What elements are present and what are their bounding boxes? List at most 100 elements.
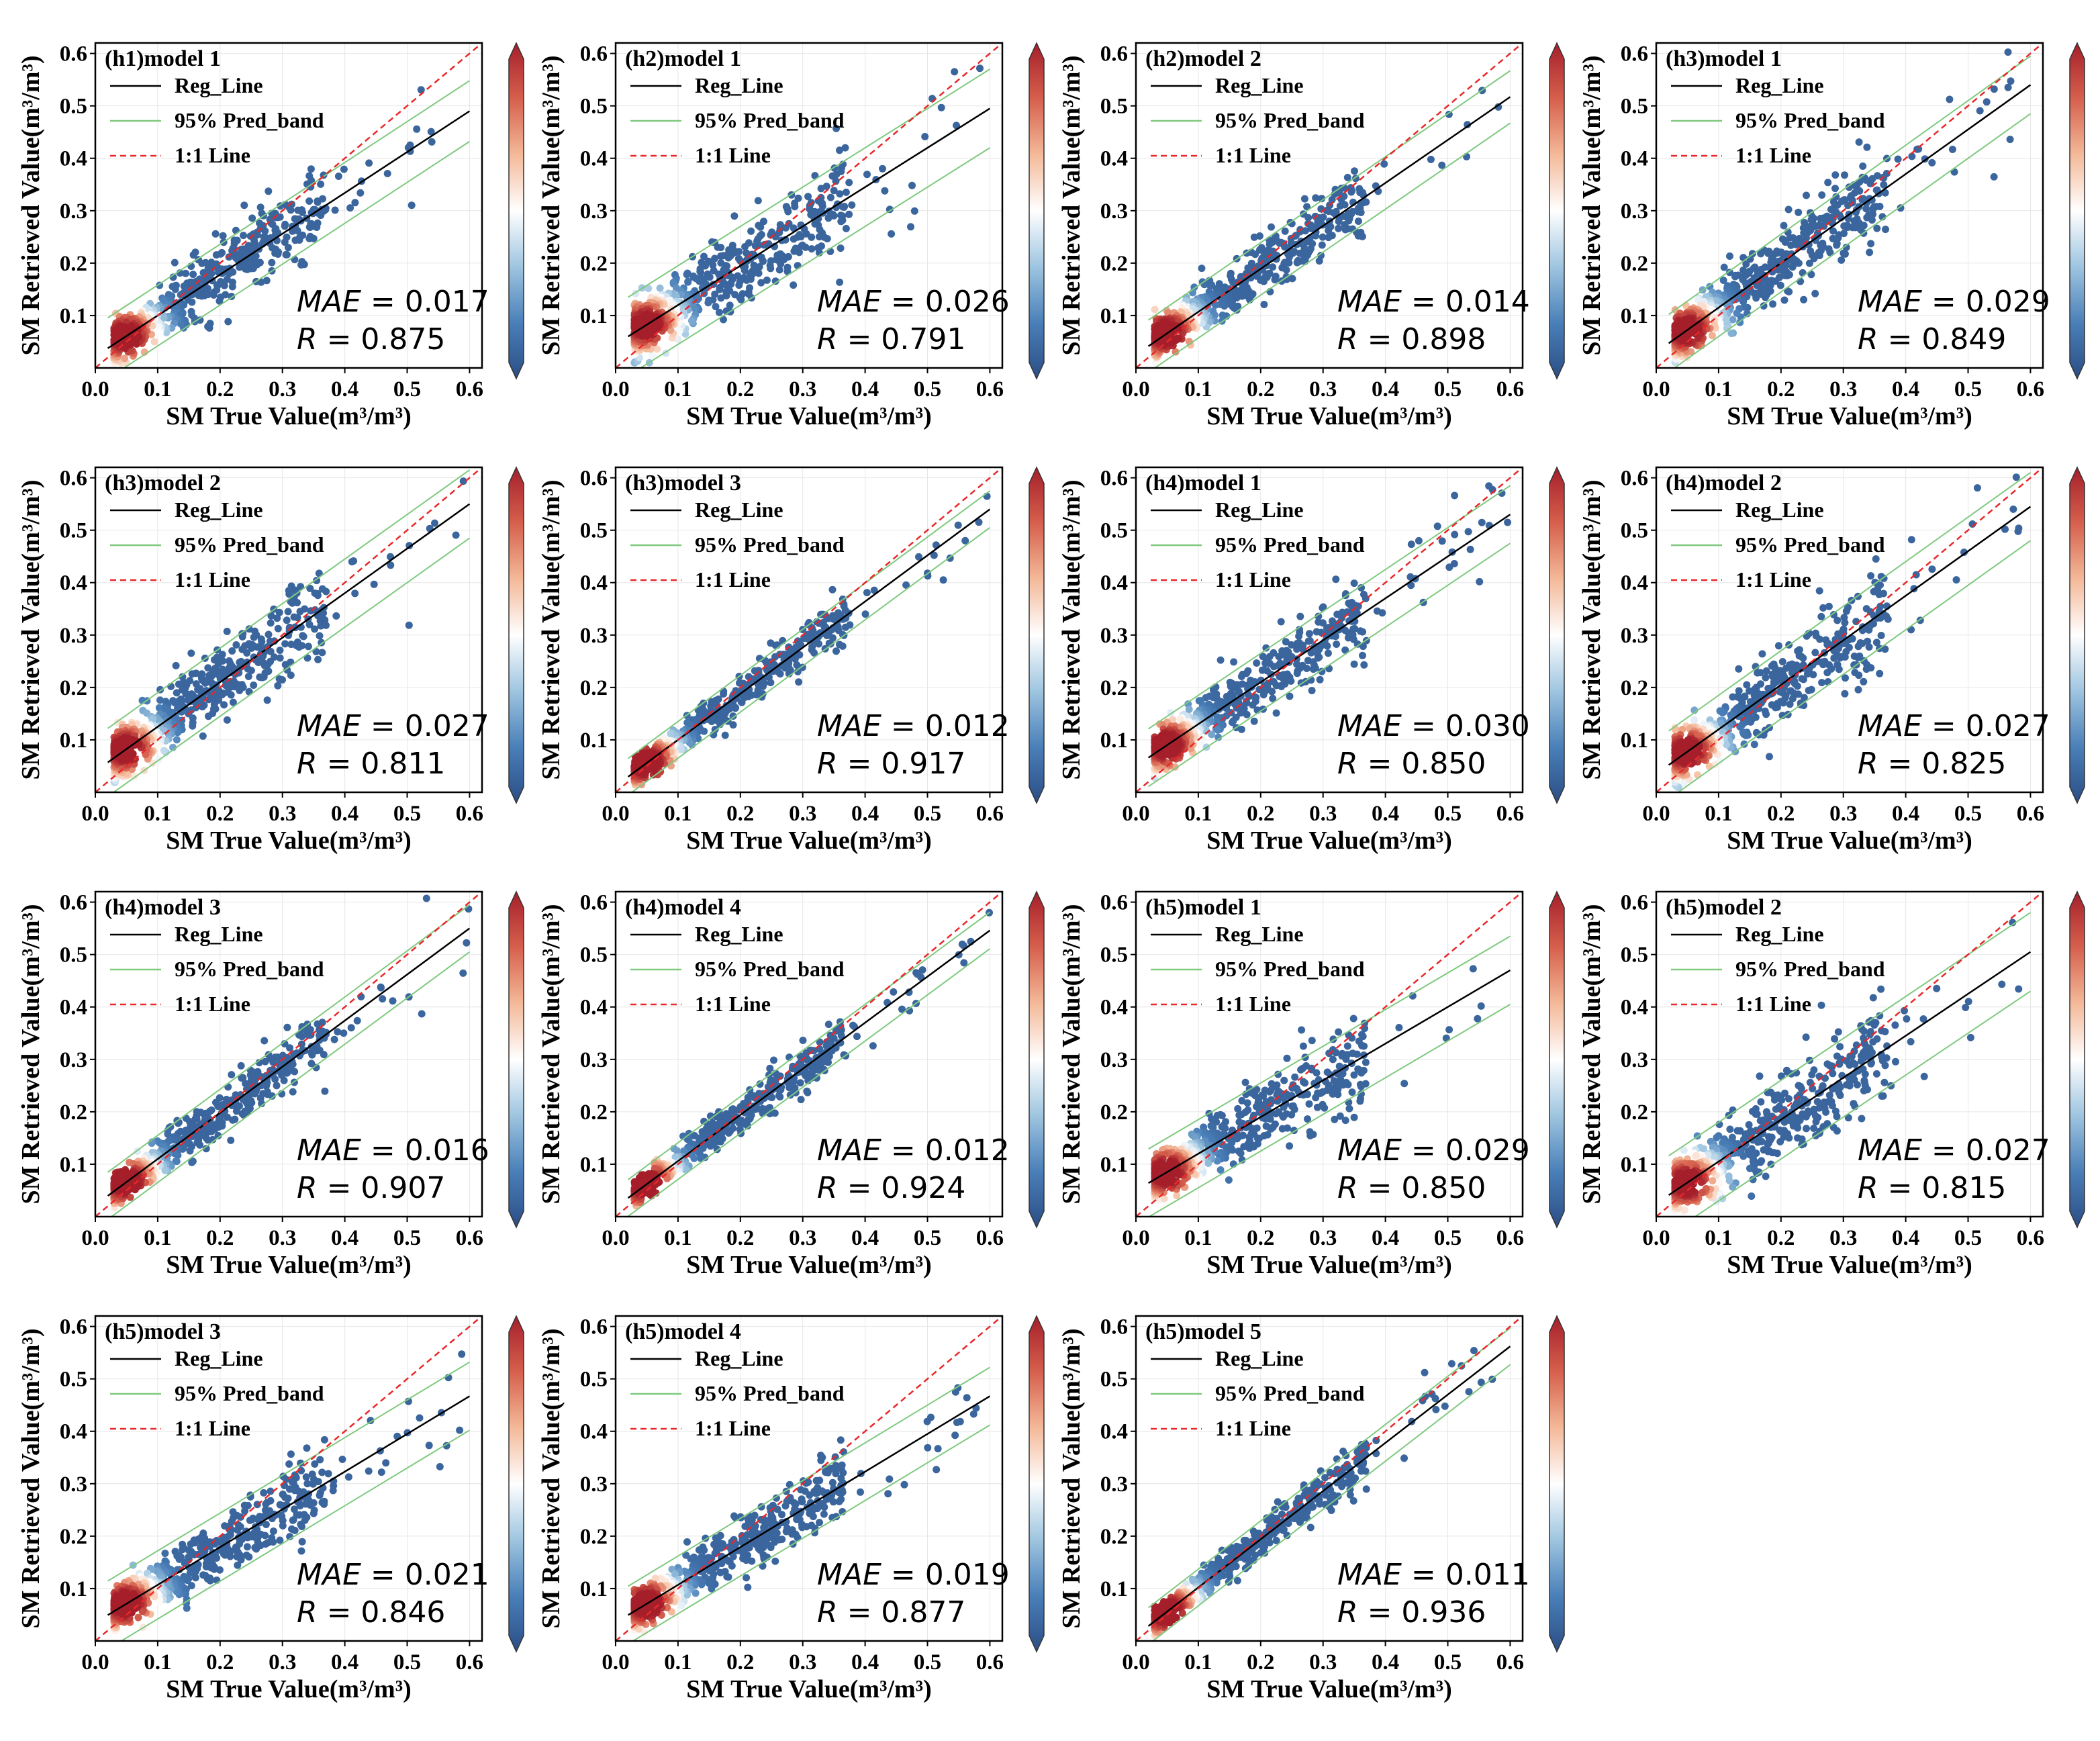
scatter-point [790,247,798,255]
y-tick-label: 0.1 [580,304,608,328]
x-tick-label: 0.5 [1434,802,1462,826]
y-axis-label: SM Retrieved Value(m³/m³) [1057,55,1086,355]
scatter-point [1341,646,1349,654]
scatter-point [715,308,723,316]
legend-one-to-one-label: 1:1 Line [695,143,771,167]
scatter-point [370,580,378,588]
scatter-point [1837,256,1846,264]
axes-frame [614,42,1004,369]
scatter-point [1807,271,1815,279]
scatter-point [711,290,719,298]
x-tick-label: 0.1 [144,802,171,826]
scatter-point [431,519,438,527]
scatter-point [826,193,834,201]
scatter-point [848,201,856,209]
y-tick-label: 0.2 [1100,252,1128,276]
scatter-point [1860,677,1868,686]
scatter-point [351,199,359,207]
scatter-point [729,712,737,720]
scatter-point [346,204,354,212]
scatter-point [316,632,324,640]
scatter-point [1350,579,1358,587]
scatter-point [1243,710,1251,718]
scatter-point [783,267,792,275]
colorbar [1549,42,1565,380]
scatter-point [976,64,984,73]
scatter-point [171,285,179,293]
scatter-point [1237,673,1245,680]
scatter-points [630,64,984,367]
y-tick-label: 0.1 [1100,728,1128,753]
mae-value: 0.030 [1445,709,1530,743]
x-axis-label: SM True Value(m³/m³) [1727,402,1972,430]
scatter-point [717,252,725,260]
y-tick-label: 0.1 [60,304,87,328]
scatter-point [1504,518,1512,526]
x-ticks: 0.0 0.1 0.2 0.3 0.4 0.5 0.6 [81,368,483,402]
r-text: R = 0.850 [1337,747,1486,781]
mae-label: MAE [817,285,881,319]
scatter-point [250,681,258,689]
scatter-point [1928,565,1936,573]
pred-band-lower [630,526,991,792]
scatter-point [1351,167,1358,175]
r-text: R = 0.791 [817,322,965,357]
scatter-point [1300,195,1308,203]
scatter-point [1257,676,1265,684]
y-tick-label: 0.5 [1100,519,1128,543]
scatter-point [836,190,844,198]
scatter-point [318,585,326,593]
fit-lines [95,43,482,368]
scatter-point [1731,273,1739,281]
scatter-point [782,224,790,232]
scatter-point [311,590,319,597]
scatter-point [318,649,326,657]
y-tick-label: 0.6 [1621,42,1648,66]
scatter-point [771,277,779,285]
scatter-point [304,643,312,651]
axes-frame [614,466,1004,794]
scatter-point [961,536,969,545]
scatter-point [1800,295,1808,303]
scatter-point [1842,243,1850,251]
scatter-point [818,202,826,210]
scatter-point [244,673,252,680]
regression-line [107,503,471,763]
mae-equals: = [1402,285,1445,319]
y-tick-label: 0.6 [580,42,608,66]
scatter-point [730,212,738,220]
scatter-point [162,328,171,336]
x-tick-label: 0.2 [206,802,234,826]
scatter-point [1709,332,1716,340]
scatter-point [1293,669,1301,677]
x-tick-label: 0.5 [914,377,941,402]
scatter-point [1445,110,1453,118]
y-tick-label: 0.6 [60,42,87,66]
x-tick-label: 0.3 [1309,377,1337,402]
scatter-point [317,180,325,188]
scatter-point [291,215,299,223]
y-tick-label: 0.5 [60,519,87,543]
scatter-point [1269,694,1277,702]
scatter-point [199,732,207,740]
x-axis-label: SM True Value(m³/m³) [1206,402,1452,430]
scatter-point [656,284,664,292]
chart-panel: 0.0 0.1 0.2 0.3 0.4 0.5 0.60.10.20.30.40.50.6S… [17,42,524,430]
scatter-point [244,665,252,673]
scatter-point [1781,238,1789,246]
legend-pred-band-label: 95% Pred_band [175,532,324,557]
scatter-point [1312,232,1320,240]
scatter-point [228,283,236,291]
scatter-point [182,690,190,698]
scatter-point [767,639,775,647]
legend-pred-band-label: 95% Pred_band [1215,532,1365,557]
scatter-point [1293,660,1301,668]
panel-title: (h3)model 2 [105,471,221,496]
fit-lines [1656,43,2043,368]
scatter-point [690,273,698,281]
scatter-point [709,261,717,269]
scatter-point [1359,643,1367,651]
